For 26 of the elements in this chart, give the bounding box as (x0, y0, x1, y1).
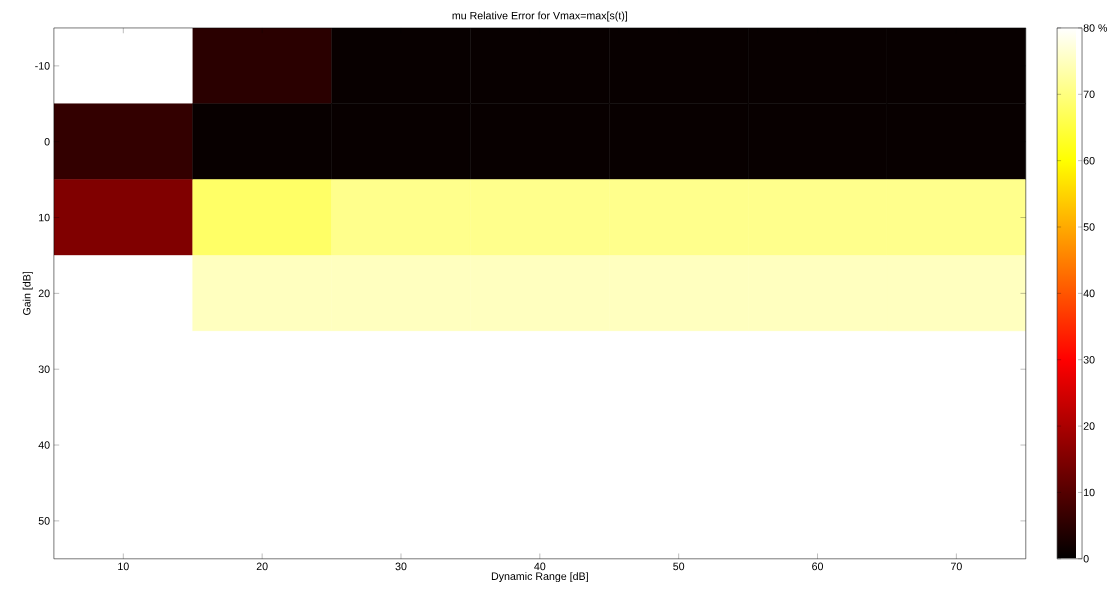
color-bar-label: 50 (1083, 223, 1095, 231)
color-bar-label: 60 (1083, 157, 1095, 165)
color-bar-label: 20 (1083, 422, 1095, 430)
x-tick-label: 40 (534, 562, 546, 571)
x-tick-label: 20 (256, 562, 268, 571)
x-tick-label: 30 (395, 562, 407, 571)
color-bar-label: 10 (1084, 488, 1095, 497)
chart-title: mu Relative Error for Vmax=max[s(t)] (452, 11, 628, 22)
y-tick-label: 50 (38, 517, 50, 525)
y-tick-label: -10 (35, 62, 50, 70)
y-tick-label: 0 (44, 138, 50, 146)
color-bar-label: 70 (1083, 90, 1095, 99)
color-bar-label: 80 % (1083, 24, 1108, 32)
x-tick-label: 50 (673, 562, 685, 571)
x-tick-label: 70 (950, 562, 962, 571)
x-tick-label: 10 (118, 562, 129, 571)
color-bar-label: 30 (1083, 356, 1095, 364)
y-tick-label: 20 (38, 289, 50, 298)
y-tick-label: 10 (39, 213, 50, 222)
y-axis-title: Gain [dB] (22, 272, 33, 316)
y-tick-label: 40 (38, 441, 50, 449)
color-bar-label: 0 (1083, 555, 1089, 563)
color-bar-label: 40 (1083, 289, 1095, 298)
x-axis-title: Dynamic Range [dB] (491, 572, 588, 583)
y-tick-label: 30 (38, 365, 50, 374)
x-tick-label: 60 (812, 562, 824, 571)
